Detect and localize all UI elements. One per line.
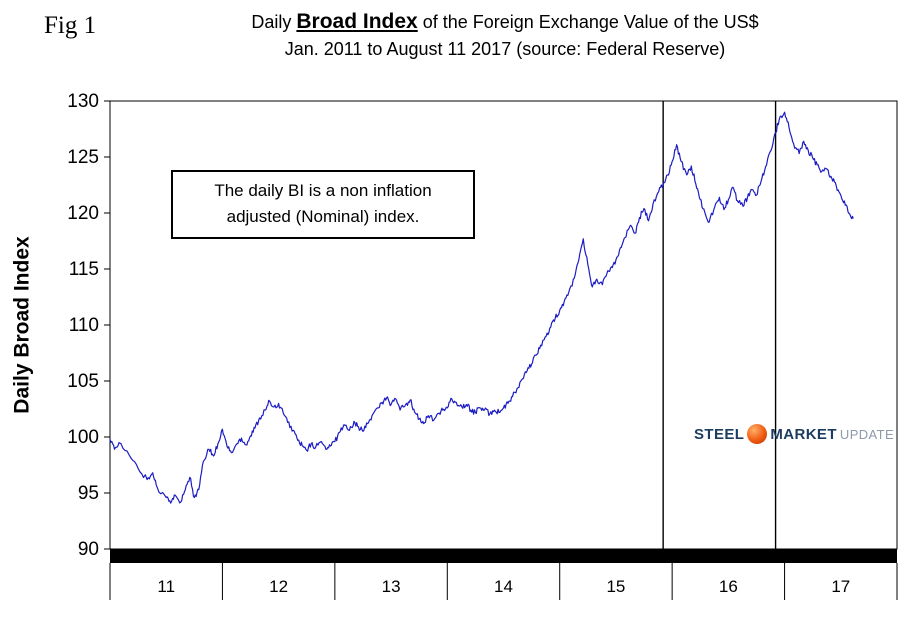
x-tick-label: 14 — [494, 577, 513, 596]
chart-title-suffix: of the Foreign Exchange Value of the US$ — [417, 12, 759, 32]
annotation-line2: adjusted (Nominal) index. — [226, 207, 420, 227]
annotation-line1: The daily BI is a non inflation — [214, 181, 432, 200]
chart-subtitle: Jan. 2011 to August 11 2017 (source: Fed… — [284, 39, 726, 60]
y-tick-label: 125 — [67, 147, 99, 168]
x-tick-label: 16 — [719, 577, 738, 596]
y-tick-label: 130 — [67, 91, 99, 112]
chart-title-emphasis: Broad Index — [296, 10, 418, 33]
y-tick-label: 95 — [78, 483, 99, 504]
y-tick-label: 120 — [67, 203, 99, 224]
x-tick-label: 13 — [382, 577, 401, 596]
y-tick-label: 110 — [69, 315, 99, 336]
figure-label: Fig 1 — [44, 12, 97, 39]
y-tick-label: 100 — [67, 427, 99, 448]
steel-market-update-logo: STEEL MARKET UPDATE — [694, 424, 894, 444]
plot-border — [109, 100, 898, 550]
chart-title: Daily Broad Index of the Foreign Exchang… — [105, 8, 905, 36]
logo-steel-text: STEEL — [694, 425, 745, 443]
x-tick-label: 11 — [157, 577, 175, 596]
y-tick-label: 105 — [67, 371, 99, 392]
x-tick-label: 15 — [606, 577, 625, 596]
y-tick-label: 115 — [69, 259, 99, 280]
x-tick-label: 17 — [831, 577, 850, 596]
x-tick-label: 12 — [269, 577, 288, 596]
y-tick-label: 90 — [78, 539, 99, 560]
logo-market-text: MARKET — [770, 425, 837, 443]
chart-title-prefix: Daily — [251, 12, 297, 32]
logo-update-text: UPDATE — [839, 426, 895, 442]
broad-index-series-line — [109, 111, 854, 504]
logo-orange-ball-icon — [747, 424, 768, 444]
annotation-box: The daily BI is a non inflation adjusted… — [171, 170, 475, 239]
chart-title-block: Daily Broad Index of the Foreign Exchang… — [105, 8, 905, 62]
baseline-bar — [110, 549, 897, 563]
